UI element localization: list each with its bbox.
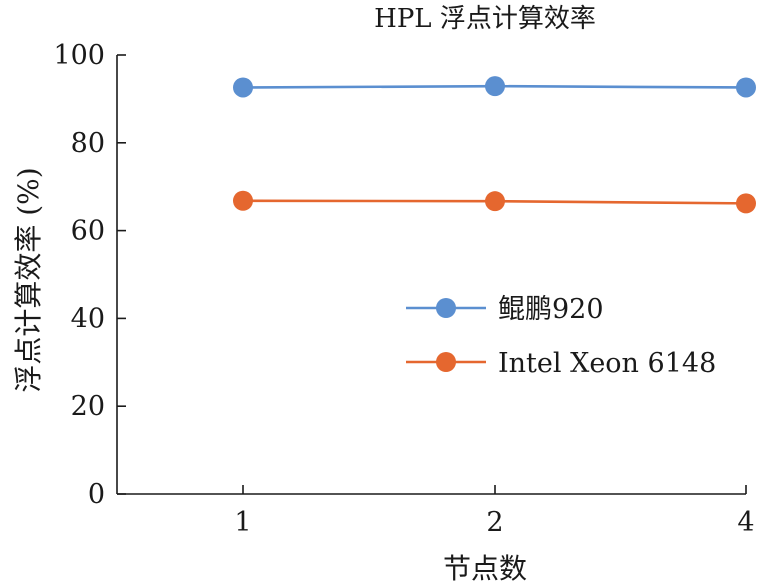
data-point <box>485 191 505 212</box>
x-tick-label: 1 <box>234 507 251 538</box>
y-tick-label: 40 <box>71 303 105 334</box>
legend: 鲲鹏920 Intel Xeon 6148 <box>406 294 716 379</box>
axes <box>116 55 746 495</box>
x-tick-label: 2 <box>486 507 503 538</box>
y-ticks: 0 20 40 60 80 100 <box>53 40 126 510</box>
y-tick-label: 0 <box>88 479 105 510</box>
chart-title: HPL 浮点计算效率 <box>374 4 596 34</box>
data-point <box>736 77 756 98</box>
data-point <box>233 77 253 98</box>
legend-label: Intel Xeon 6148 <box>498 348 716 379</box>
y-tick-label: 80 <box>71 128 105 159</box>
data-point <box>233 190 253 211</box>
x-ticks: 1 2 4 <box>234 485 755 538</box>
legend-marker <box>436 298 456 318</box>
y-tick-label: 60 <box>71 216 105 247</box>
y-tick-label: 20 <box>71 391 105 422</box>
y-axis-title: 浮点计算效率 (%) <box>12 167 45 392</box>
x-tick-label: 4 <box>737 507 754 538</box>
x-axis-title: 节点数 <box>443 552 527 585</box>
y-tick-label: 100 <box>53 40 105 71</box>
legend-marker <box>436 352 456 372</box>
data-point <box>485 76 505 97</box>
series-layer <box>233 76 756 214</box>
legend-label: 鲲鹏920 <box>498 294 604 325</box>
data-point <box>736 193 756 214</box>
